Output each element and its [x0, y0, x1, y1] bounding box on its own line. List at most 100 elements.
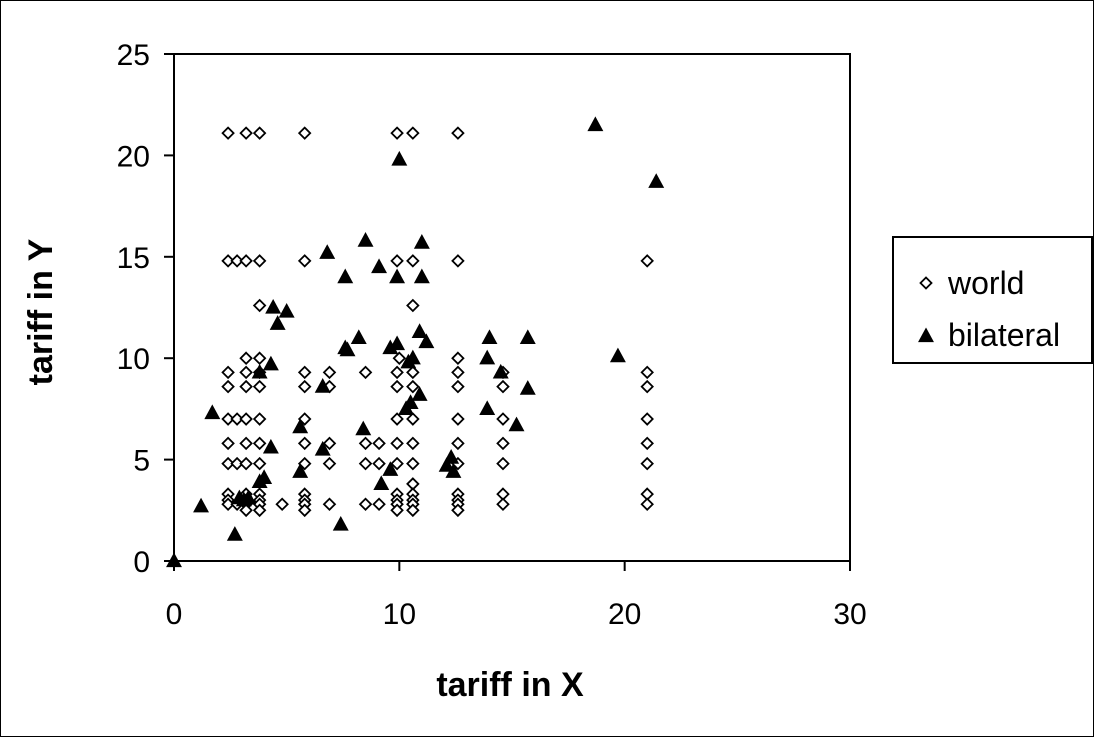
world-point: [297, 436, 312, 451]
bilateral-point: [251, 363, 268, 379]
world-point: [390, 503, 404, 518]
bilateral-point: [413, 268, 430, 284]
world-point: [252, 351, 267, 365]
bilateral-point: [445, 463, 462, 478]
legend: world bilateral: [892, 236, 1093, 364]
y-tick-label: 20: [117, 140, 150, 173]
world-point: [451, 379, 465, 394]
world-point: [221, 497, 235, 511]
world-point: [239, 254, 253, 268]
world-point: [372, 497, 386, 511]
x-tick-label: 10: [383, 598, 416, 631]
world-point: [406, 379, 420, 394]
bilateral-point: [265, 298, 282, 314]
legend-label-bilateral: bilateral: [948, 317, 1060, 353]
bilateral-point: [292, 463, 309, 478]
y-tick-label: 25: [117, 39, 150, 72]
world-point: [239, 456, 253, 471]
world-point: [252, 254, 267, 268]
world-point: [239, 365, 253, 380]
world-point: [451, 365, 465, 380]
x-tick-label: 30: [833, 598, 866, 631]
bilateral-point: [479, 400, 496, 416]
bilateral-point: [402, 394, 419, 409]
world-point: [252, 379, 267, 394]
world-point: [640, 254, 654, 268]
y-tick-label: 15: [117, 242, 150, 275]
bilateral-point: [350, 329, 367, 345]
world-point: [390, 379, 404, 394]
world-point: [297, 254, 312, 268]
world-point: [372, 456, 386, 471]
world-point: [390, 365, 404, 380]
x-tick-label: 20: [608, 598, 641, 631]
world-point: [239, 126, 253, 140]
bilateral-series: [166, 116, 665, 568]
bilateral-point: [418, 333, 435, 349]
world-point: [640, 412, 654, 426]
world-point: [322, 497, 337, 511]
world-point: [390, 436, 404, 451]
bilateral-point: [443, 449, 460, 464]
world-point: [390, 412, 404, 426]
world-point: [392, 351, 407, 365]
world-point: [239, 412, 253, 426]
bilateral-point: [519, 329, 536, 345]
world-point: [297, 126, 312, 140]
world-point: [252, 436, 267, 451]
y-axis-title: tariff in Y: [22, 238, 60, 385]
world-series: [221, 126, 654, 518]
bilateral-point: [332, 515, 349, 531]
world-point: [239, 351, 253, 365]
bilateral-point: [262, 438, 279, 454]
world-point: [252, 456, 267, 471]
bilateral-point: [337, 268, 354, 284]
world-point: [221, 436, 235, 451]
world-point: [496, 412, 510, 426]
world-point: [322, 456, 337, 471]
world-point: [221, 126, 235, 140]
bilateral-point: [193, 497, 210, 513]
bilateral-point: [166, 552, 182, 568]
world-point: [230, 412, 244, 426]
world-point: [252, 126, 267, 140]
y-tick-label: 10: [117, 343, 150, 376]
world-point: [406, 412, 420, 426]
bilateral-point: [519, 380, 536, 395]
legend-label-world: world: [947, 265, 1024, 301]
world-point: [358, 436, 373, 451]
bilateral-point: [262, 355, 279, 371]
world-point: [451, 412, 465, 426]
bilateral-point: [240, 489, 257, 505]
world-point: [496, 379, 510, 394]
bilateral-point: [314, 378, 331, 393]
world-point: [230, 456, 244, 471]
x-axis-ticks: 0 10 20 30: [166, 561, 867, 631]
world-point: [297, 456, 312, 471]
world-point: [406, 456, 420, 471]
bilateral-point: [438, 457, 455, 472]
world-point: [390, 456, 404, 471]
world-point: [252, 503, 267, 518]
world-point: [275, 497, 289, 511]
bilateral-point: [411, 323, 428, 338]
x-axis-title: tariff in X: [436, 666, 584, 704]
bilateral-point: [382, 461, 399, 476]
world-point: [451, 503, 465, 518]
bilateral-point: [314, 440, 331, 456]
legend-marker-world: [919, 276, 933, 290]
bilateral-point: [373, 475, 390, 491]
world-point: [322, 365, 337, 380]
world-point: [451, 351, 465, 365]
bilateral-point: [204, 404, 221, 420]
world-point: [451, 126, 465, 140]
world-point: [358, 365, 373, 380]
world-point: [239, 379, 253, 394]
world-point: [230, 254, 244, 268]
world-point: [358, 497, 373, 511]
bilateral-point: [339, 341, 356, 357]
bilateral-point: [292, 418, 309, 434]
world-point: [390, 126, 404, 140]
